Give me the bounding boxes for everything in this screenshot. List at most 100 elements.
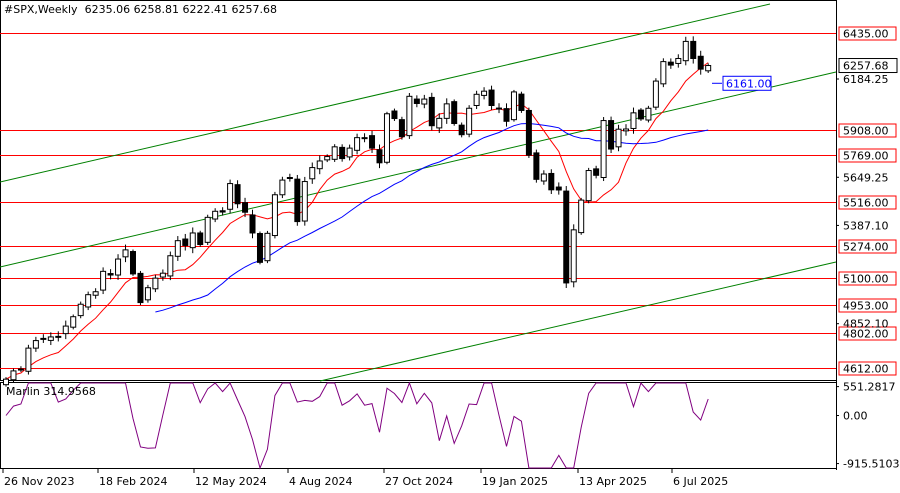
candle-body: [227, 183, 234, 210]
candle-body: [667, 61, 674, 66]
candle: [406, 93, 413, 139]
candle: [451, 99, 458, 126]
candle: [675, 54, 682, 68]
candle: [533, 149, 540, 183]
candle: [548, 169, 555, 194]
candle-body: [174, 240, 181, 257]
candle-body: [563, 190, 570, 284]
candle: [421, 94, 428, 109]
candle: [488, 85, 495, 110]
candle-body: [555, 186, 562, 191]
candle: [115, 254, 122, 280]
candle-body: [376, 149, 383, 164]
candle-body: [458, 124, 465, 136]
level-label: 4953.00: [843, 300, 889, 313]
candle: [413, 95, 420, 108]
level-label-box: [838, 361, 897, 376]
candle: [197, 230, 204, 247]
candle: [32, 336, 39, 352]
moving-averages: [5, 62, 709, 380]
candle: [264, 230, 271, 264]
candle: [25, 344, 32, 375]
candle: [391, 108, 398, 121]
indicator-pane-frame: [0, 382, 837, 469]
candle-body: [256, 233, 263, 263]
candle-body: [533, 152, 540, 180]
level-label-box: [838, 148, 897, 163]
level-label: 4802.00: [843, 328, 889, 341]
candle-body: [25, 347, 32, 372]
candle: [428, 92, 435, 131]
candle: [398, 116, 405, 140]
candle: [47, 332, 54, 346]
candle: [137, 270, 144, 306]
candle-body: [570, 229, 577, 283]
candle: [10, 368, 17, 383]
ma-label: 6161.00: [726, 77, 772, 90]
candle-body: [115, 258, 122, 276]
candle: [510, 89, 517, 122]
current-price-box: [838, 58, 898, 74]
level-label: 5769.00: [843, 150, 889, 163]
candle-body: [496, 107, 503, 110]
candle: [346, 144, 353, 161]
candle-body: [466, 107, 473, 135]
candle-body: [391, 110, 398, 120]
candle-body: [354, 137, 361, 151]
level-label-box: [838, 298, 897, 313]
candle: [593, 165, 600, 179]
level-label-box: [838, 123, 897, 138]
candle: [331, 144, 338, 162]
candle-body: [600, 120, 607, 179]
candle: [62, 320, 69, 340]
candle-body: [608, 120, 615, 150]
price-tick-label: 6184.25: [843, 73, 889, 86]
candle-body: [540, 173, 547, 182]
candle: [85, 291, 92, 311]
candle-body: [152, 277, 159, 290]
candle-body: [585, 170, 592, 202]
candle-body: [137, 272, 144, 304]
candle: [630, 107, 637, 134]
candle-body: [578, 199, 585, 234]
candle-body: [630, 112, 637, 129]
candle-body: [294, 178, 301, 223]
candle-body: [3, 378, 9, 386]
candle-body: [413, 98, 420, 104]
candle: [77, 301, 84, 319]
candle-body: [339, 146, 346, 160]
candle: [309, 162, 316, 184]
candle-body: [383, 113, 390, 163]
indicator-label: Marlin 314.9568: [6, 385, 96, 398]
candle: [369, 130, 376, 153]
candle-body: [652, 80, 659, 108]
time-tick-label: 6 Jul 2025: [673, 475, 728, 488]
candle: [466, 105, 473, 138]
candle: [212, 208, 219, 223]
candle: [481, 87, 488, 100]
indicator-tick-label: 0.00: [843, 410, 868, 423]
candle-body: [40, 337, 47, 340]
level-label: 4612.00: [843, 363, 889, 376]
candle-body: [473, 93, 480, 107]
current-price-label: 6257.68: [843, 60, 889, 73]
candle-body: [85, 294, 92, 308]
candle: [339, 144, 346, 162]
candle: [55, 331, 62, 342]
candle-body: [481, 90, 488, 96]
indicator-tick-label: -915.5103: [843, 458, 899, 471]
candle: [525, 107, 532, 158]
candle: [256, 231, 263, 265]
candle: [174, 236, 181, 261]
candle-body: [421, 98, 428, 105]
candle-body: [316, 160, 323, 170]
candle: [540, 170, 547, 185]
chart-title: #SPX,Weekly 6235.06 6258.81 6222.41 6257…: [4, 3, 277, 16]
time-tick-label: 18 Feb 2024: [99, 475, 167, 488]
candle: [570, 224, 577, 288]
candle: [249, 209, 256, 239]
channel-lower-line: [319, 261, 837, 382]
candle: [189, 227, 196, 254]
candle-body: [144, 287, 151, 301]
